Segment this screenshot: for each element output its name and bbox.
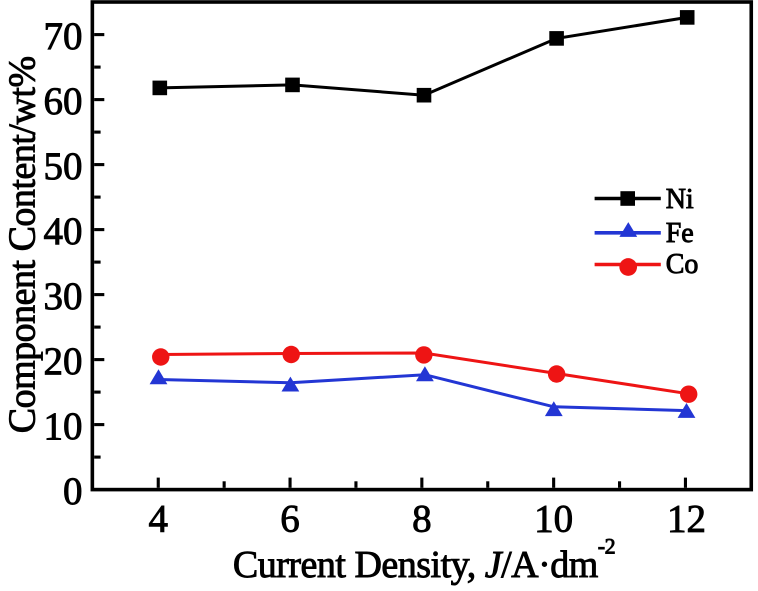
svg-text:6: 6	[280, 498, 300, 541]
svg-text:Fe: Fe	[666, 218, 694, 249]
svg-text:Component Content/wt%: Component Content/wt%	[2, 56, 44, 433]
svg-text:10: 10	[44, 405, 83, 448]
svg-text:Ni: Ni	[666, 184, 694, 215]
svg-text:40: 40	[44, 210, 83, 253]
svg-text:0: 0	[63, 470, 83, 513]
svg-text:8: 8	[412, 498, 432, 541]
svg-text:10: 10	[534, 498, 573, 541]
svg-text:30: 30	[44, 275, 83, 318]
svg-text:60: 60	[44, 80, 83, 123]
svg-text:20: 20	[44, 340, 83, 383]
svg-text:4: 4	[149, 498, 169, 541]
svg-text:12: 12	[667, 498, 706, 541]
svg-text:70: 70	[44, 15, 83, 58]
svg-text:50: 50	[44, 145, 83, 188]
svg-text:Co: Co	[666, 249, 699, 280]
